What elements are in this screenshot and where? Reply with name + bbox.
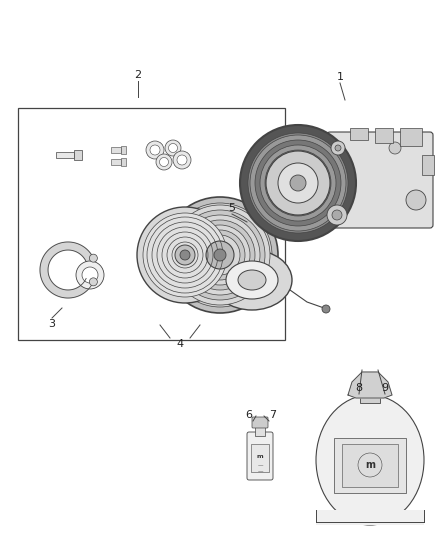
Circle shape (389, 142, 401, 154)
Circle shape (156, 154, 172, 170)
Circle shape (278, 163, 318, 203)
Bar (334, 438, 406, 493)
Text: m: m (365, 460, 375, 470)
Circle shape (266, 151, 330, 215)
Circle shape (137, 207, 233, 303)
Bar (121, 146, 126, 154)
Circle shape (146, 141, 164, 159)
Circle shape (159, 157, 169, 166)
Circle shape (250, 135, 346, 231)
Text: —: — (257, 470, 263, 474)
FancyBboxPatch shape (252, 417, 268, 428)
Circle shape (82, 267, 98, 283)
Bar (400, 128, 422, 146)
Ellipse shape (238, 270, 266, 290)
FancyBboxPatch shape (247, 432, 273, 480)
Circle shape (206, 241, 234, 269)
Circle shape (265, 150, 331, 216)
Bar (255, 426, 265, 436)
Circle shape (195, 230, 245, 280)
Circle shape (406, 190, 426, 210)
Circle shape (76, 261, 104, 289)
Circle shape (190, 225, 250, 285)
Bar (342, 444, 398, 487)
Circle shape (335, 145, 341, 151)
Circle shape (248, 133, 348, 233)
Ellipse shape (316, 395, 424, 525)
Text: 9: 9 (381, 383, 389, 393)
Circle shape (162, 197, 278, 313)
Circle shape (214, 249, 226, 261)
Text: 4: 4 (177, 339, 184, 349)
Circle shape (177, 155, 187, 165)
Bar (316, 510, 424, 525)
Circle shape (173, 151, 191, 169)
Circle shape (175, 210, 265, 300)
Text: m: m (257, 454, 263, 458)
Circle shape (255, 140, 341, 226)
Circle shape (168, 203, 272, 307)
FancyBboxPatch shape (327, 132, 433, 228)
Text: 8: 8 (356, 383, 363, 393)
Bar (360, 385, 380, 403)
Circle shape (185, 220, 255, 290)
Bar (350, 128, 368, 140)
Circle shape (180, 215, 260, 295)
Circle shape (175, 245, 195, 265)
Circle shape (331, 141, 345, 155)
Circle shape (275, 160, 321, 206)
Text: 3: 3 (49, 319, 56, 329)
Bar (121, 158, 126, 166)
Circle shape (290, 175, 306, 191)
Circle shape (89, 278, 97, 286)
Bar (251, 444, 269, 472)
Circle shape (270, 155, 326, 211)
Polygon shape (40, 242, 93, 298)
Circle shape (260, 145, 336, 221)
Circle shape (165, 140, 181, 156)
Circle shape (240, 125, 356, 241)
Text: —: — (257, 464, 263, 469)
Circle shape (200, 235, 240, 275)
Bar (18, 108, 285, 340)
Circle shape (322, 305, 330, 313)
Circle shape (169, 143, 177, 152)
Text: 5: 5 (229, 203, 236, 213)
Bar (375, 128, 393, 143)
Bar (111, 147, 121, 153)
Text: 1: 1 (336, 72, 343, 82)
Bar (111, 159, 121, 165)
Text: 2: 2 (134, 70, 141, 80)
Text: 7: 7 (269, 410, 276, 420)
Bar (74, 150, 82, 160)
Circle shape (150, 145, 160, 155)
Bar (422, 155, 434, 175)
Polygon shape (348, 372, 392, 398)
Ellipse shape (212, 250, 292, 310)
Circle shape (143, 213, 227, 297)
Bar (56, 152, 74, 158)
Circle shape (332, 210, 342, 220)
Ellipse shape (226, 261, 278, 299)
Circle shape (327, 205, 347, 225)
Text: 6: 6 (246, 410, 252, 420)
Circle shape (180, 250, 190, 260)
Circle shape (89, 254, 97, 262)
Circle shape (170, 205, 270, 305)
